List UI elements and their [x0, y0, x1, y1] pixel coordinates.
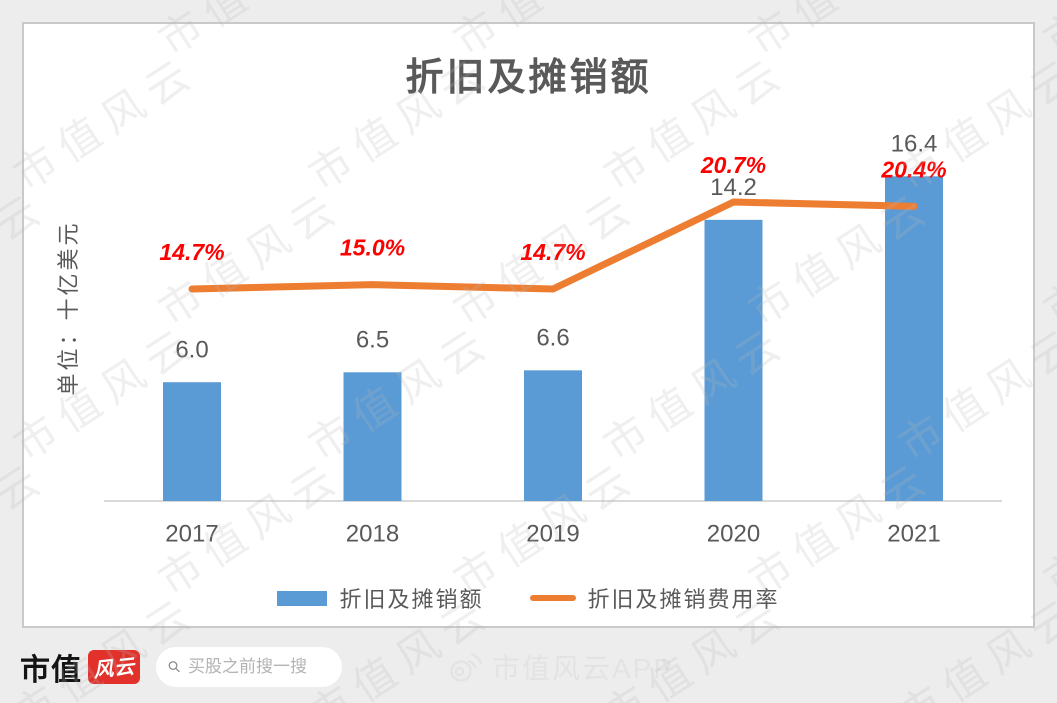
bar-value-label: 6.0: [175, 337, 208, 364]
x-axis-label-2018: 2018: [346, 520, 399, 547]
x-axis-label-2021: 2021: [887, 520, 940, 547]
legend-line-swatch-icon: [529, 595, 576, 601]
legend-item-bar-series: 折旧及摊销额: [277, 582, 483, 614]
legend-bar-label: 折旧及摊销额: [339, 587, 484, 612]
legend-item-line-series: 折旧及摊销费用率: [529, 582, 780, 614]
x-axis-label-2019: 2019: [526, 520, 579, 547]
bar-value-label: 6.6: [536, 325, 569, 352]
bar-2019: [524, 370, 582, 501]
rate-point-label: 15.0%: [340, 235, 405, 261]
bar-2018: [343, 372, 402, 501]
brand-logo-badge-text: 风云: [92, 655, 137, 683]
app-watermark-text: 市值风云APP: [492, 652, 675, 684]
brand-logo-text: 市值: [20, 653, 82, 687]
rate-line: [188, 198, 918, 293]
rate-point-label: 14.7%: [520, 239, 585, 265]
bar-value-label: 6.5: [356, 327, 389, 354]
rate-point-label: 20.4%: [880, 156, 946, 182]
bar-2017: [163, 382, 221, 501]
bar-value-label: 14.2: [710, 174, 757, 201]
chart-title: 折旧及摊销额: [405, 57, 652, 99]
search-icon: [168, 661, 180, 673]
bar-2020: [704, 219, 763, 501]
x-axis-label-2020: 2020: [707, 520, 760, 547]
chart-legend: 折旧及摊销额 折旧及摊销费用率: [24, 582, 1033, 614]
bar-value-label: 16.4: [891, 131, 938, 158]
chart-card: 折旧及摊销额 单位：十亿美元 6.0 6.5 6.6 14.2 16.4 14.7% 15.…: [22, 22, 1035, 628]
bar-2021: [885, 176, 943, 501]
brand-logo-badge: 风云: [88, 649, 140, 684]
app-watermark: 市值风云APP: [448, 647, 674, 687]
search-input[interactable]: [188, 656, 330, 677]
rate-point-label: 14.7%: [159, 239, 224, 265]
legend-line-label: 折旧及摊销费用率: [587, 587, 780, 612]
x-axis-label-2017: 2017: [165, 520, 218, 547]
weibo-icon: [450, 652, 483, 682]
search-box[interactable]: [156, 646, 342, 687]
chart-plot-area: 6.0 6.5 6.6 14.2 16.4 14.7% 15.0% 14.7% 20.7% 20.…: [104, 131, 1002, 547]
brand-logo[interactable]: 市值 风云: [20, 645, 140, 689]
rate-point-label: 20.7%: [700, 152, 766, 178]
footer-bar: 市值 风云 市值风云APP: [0, 630, 1057, 703]
legend-bar-swatch-icon: [277, 590, 328, 606]
